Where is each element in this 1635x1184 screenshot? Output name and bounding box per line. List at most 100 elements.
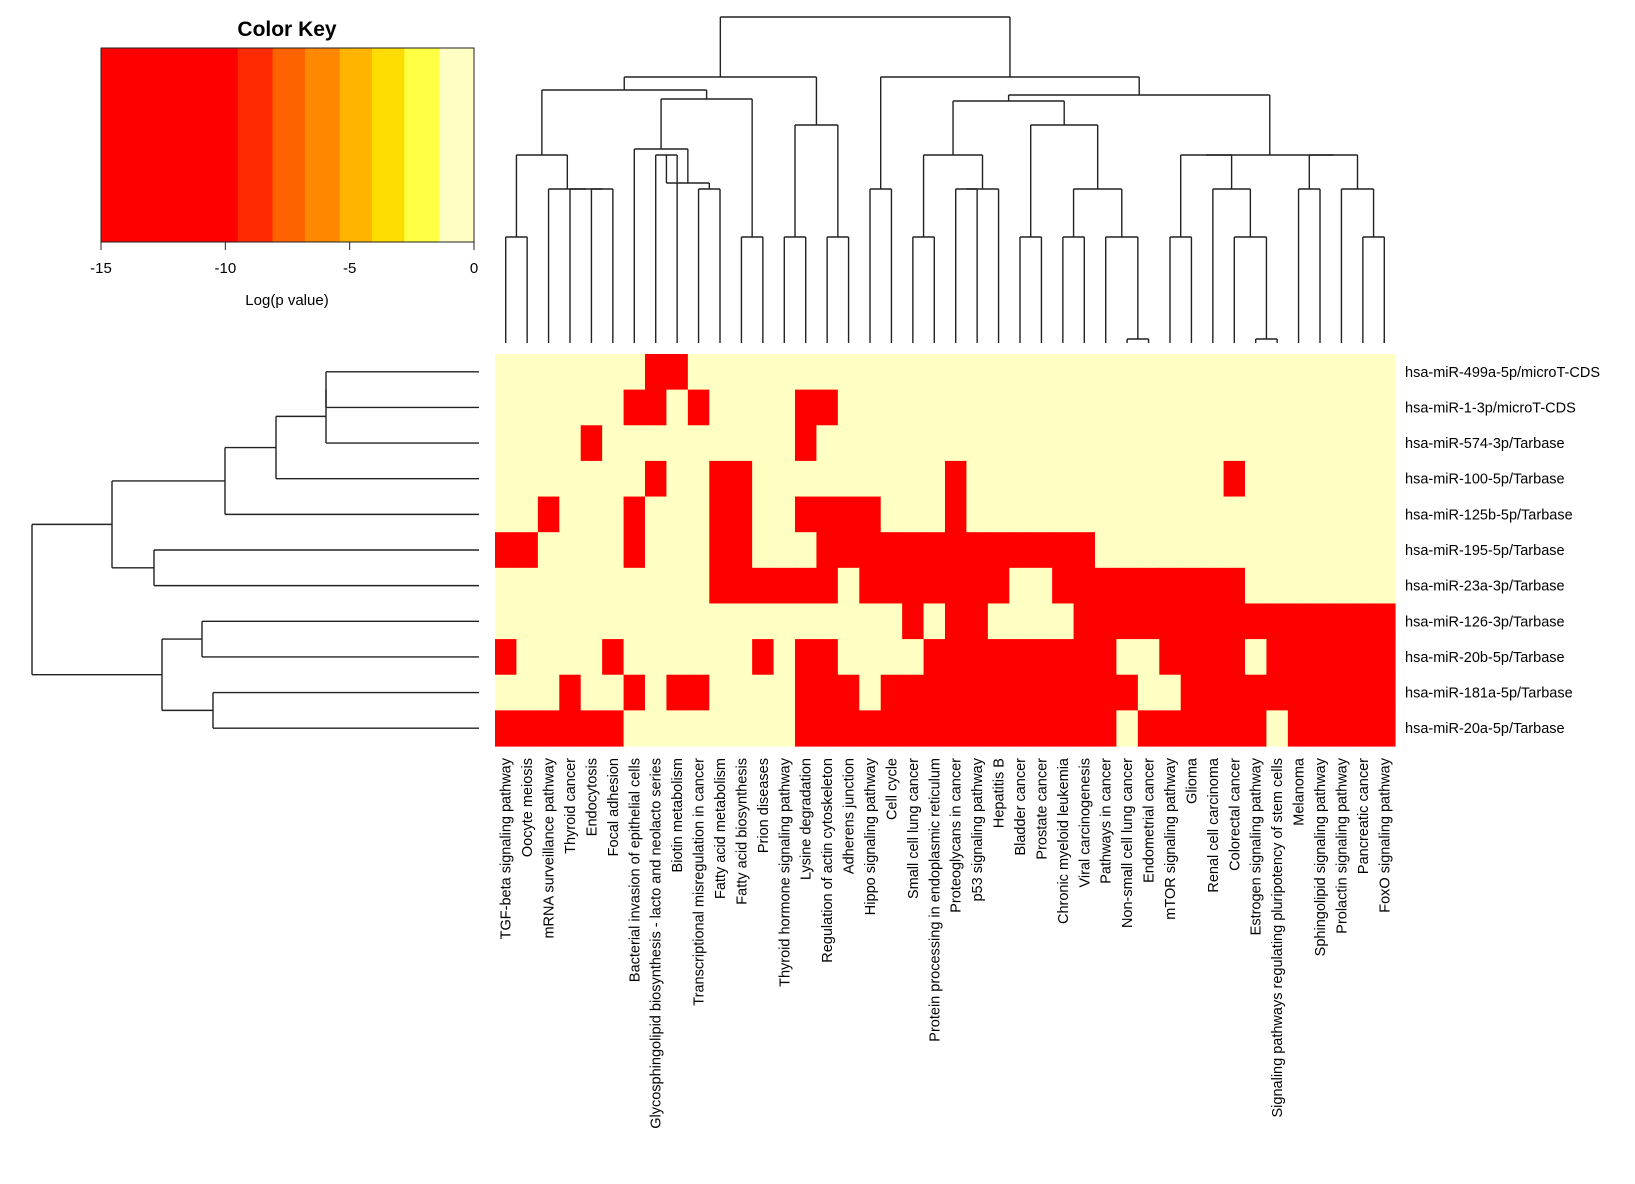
heatmap-cell bbox=[1116, 389, 1139, 426]
column-label: Sphingolipid signaling pathway bbox=[1313, 757, 1329, 956]
heatmap-cell bbox=[1245, 567, 1268, 605]
heatmap-cell bbox=[880, 710, 903, 747]
heatmap-cell bbox=[1266, 710, 1289, 747]
heatmap-cell bbox=[516, 354, 539, 391]
heatmap-cell bbox=[1030, 460, 1053, 498]
heatmap-cell bbox=[987, 532, 1010, 569]
heatmap-cell bbox=[816, 532, 839, 569]
column-label: FoxO signaling pathway bbox=[1377, 757, 1393, 912]
column-label: Melanoma bbox=[1292, 757, 1308, 826]
heatmap-cell bbox=[1266, 639, 1289, 676]
heatmap-cell bbox=[666, 532, 689, 569]
heatmap-cell bbox=[1373, 532, 1396, 569]
heatmap-cell bbox=[516, 460, 539, 498]
column-label: TGF-beta signaling pathway bbox=[499, 757, 515, 939]
row-dendrogram bbox=[31, 371, 479, 729]
heatmap-cell bbox=[1009, 389, 1032, 426]
heatmap-cell bbox=[1095, 460, 1118, 498]
heatmap-cell bbox=[1030, 639, 1053, 676]
heatmap-cell bbox=[709, 496, 732, 533]
heatmap-cell bbox=[1116, 496, 1139, 533]
heatmap-cell bbox=[795, 425, 818, 462]
heatmap-cell bbox=[923, 496, 946, 533]
heatmap-cell bbox=[580, 460, 603, 498]
heatmap-cell bbox=[966, 532, 989, 569]
column-label: Pancreatic cancer bbox=[1356, 758, 1372, 874]
heatmap-cell bbox=[1373, 425, 1396, 462]
column-label: Small cell lung cancer bbox=[906, 758, 922, 899]
color-key-tick-label: -15 bbox=[90, 260, 112, 277]
row-label: hsa-miR-23a-3p/Tarbase bbox=[1405, 579, 1565, 595]
heatmap-cell bbox=[773, 460, 796, 498]
heatmap-cell bbox=[816, 603, 839, 640]
heatmap-cell bbox=[687, 639, 710, 676]
heatmap-cell bbox=[645, 389, 668, 426]
heatmap-cell bbox=[923, 389, 946, 426]
heatmap-cell bbox=[1330, 603, 1353, 640]
heatmap-cell bbox=[559, 603, 582, 640]
heatmap-cell bbox=[773, 496, 796, 533]
heatmap-cell bbox=[1373, 389, 1396, 426]
heatmap-cell bbox=[966, 354, 989, 391]
heatmap-cell bbox=[1330, 567, 1353, 605]
heatmap-cell bbox=[1245, 639, 1268, 676]
heatmap-cell bbox=[730, 639, 753, 676]
heatmap-cell bbox=[623, 603, 646, 640]
heatmap-cell bbox=[945, 710, 968, 747]
column-label: Prion diseases bbox=[756, 758, 772, 853]
heatmap-cell bbox=[1309, 389, 1332, 426]
heatmap-cell bbox=[1309, 674, 1332, 711]
heatmap-cell bbox=[1009, 567, 1032, 605]
heatmap-cell bbox=[730, 425, 753, 462]
heatmap-cell bbox=[1052, 674, 1075, 711]
heatmap-cell bbox=[1202, 389, 1225, 426]
heatmap-cell bbox=[1180, 674, 1203, 711]
heatmap-cell bbox=[537, 354, 560, 391]
heatmap-cell bbox=[730, 354, 753, 391]
heatmap-cell bbox=[1245, 496, 1268, 533]
heatmap-cell bbox=[1245, 532, 1268, 569]
heatmap-cell bbox=[687, 532, 710, 569]
color-key-tick-label: 0 bbox=[470, 260, 478, 277]
heatmap-cell bbox=[495, 496, 518, 533]
heatmap-cell bbox=[1116, 354, 1139, 391]
heatmap-cell bbox=[966, 710, 989, 747]
heatmap-cells bbox=[495, 354, 1396, 747]
heatmap-cell bbox=[687, 710, 710, 747]
heatmap-cell bbox=[516, 639, 539, 676]
column-label: Renal cell carcinoma bbox=[1206, 757, 1222, 893]
heatmap-cell bbox=[795, 354, 818, 391]
heatmap-cell bbox=[1266, 425, 1289, 462]
column-label: Thyroid cancer bbox=[563, 758, 579, 854]
heatmap-cell bbox=[773, 603, 796, 640]
heatmap-cell bbox=[902, 603, 925, 640]
heatmap-cell bbox=[795, 603, 818, 640]
heatmap-cell bbox=[1223, 639, 1246, 676]
heatmap-cell bbox=[1266, 496, 1289, 533]
heatmap-cell bbox=[602, 460, 625, 498]
heatmap-cell bbox=[987, 710, 1010, 747]
heatmap-cell bbox=[1159, 603, 1182, 640]
heatmap-cell bbox=[1180, 425, 1203, 462]
heatmap-cell bbox=[945, 567, 968, 605]
heatmap-cell bbox=[1245, 674, 1268, 711]
heatmap-cell bbox=[752, 389, 775, 426]
heatmap-cell bbox=[1330, 354, 1353, 391]
heatmap-cell bbox=[1180, 460, 1203, 498]
heatmap-cell bbox=[795, 496, 818, 533]
heatmap-cell bbox=[1330, 532, 1353, 569]
heatmap-cell bbox=[945, 674, 968, 711]
heatmap-cell bbox=[1030, 603, 1053, 640]
heatmap-cell bbox=[880, 354, 903, 391]
heatmap-cell bbox=[1137, 603, 1160, 640]
heatmap-cell bbox=[837, 389, 860, 426]
heatmap-cell bbox=[902, 460, 925, 498]
heatmap-cell bbox=[1009, 674, 1032, 711]
heatmap-cell bbox=[580, 496, 603, 533]
heatmap-cell bbox=[1073, 496, 1096, 533]
column-label: Biotin metabolism bbox=[670, 758, 686, 872]
row-label: hsa-miR-195-5p/Tarbase bbox=[1405, 543, 1565, 559]
heatmap-cell bbox=[559, 532, 582, 569]
heatmap-cell bbox=[666, 425, 689, 462]
heatmap-cell bbox=[752, 567, 775, 605]
